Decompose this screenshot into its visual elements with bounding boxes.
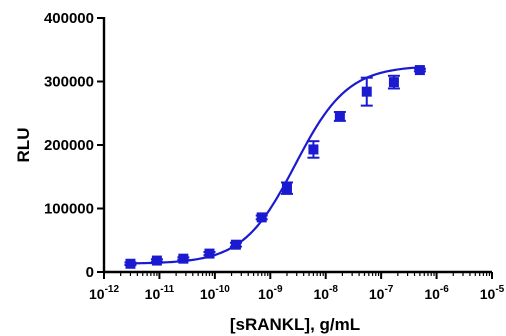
x-tick-label: 10-12	[89, 284, 119, 302]
x-axis-title: [sRANKL], g/mL	[230, 315, 360, 334]
data-point	[124, 258, 137, 269]
x-tick-label: 10-11	[145, 284, 175, 302]
data-point	[150, 255, 163, 266]
data-point	[280, 181, 293, 195]
y-tick-label: 100000	[44, 201, 94, 218]
square-marker	[388, 77, 399, 88]
square-marker	[178, 253, 189, 264]
square-marker	[204, 248, 215, 259]
data-point	[387, 74, 400, 90]
data-point	[307, 140, 320, 159]
square-marker	[334, 111, 345, 122]
y-tick-label: 200000	[44, 137, 94, 154]
x-tick-label: 10-8	[313, 284, 338, 302]
data-point	[333, 110, 346, 122]
data-point	[360, 76, 373, 107]
square-marker	[361, 86, 372, 97]
y-tick-label: 0	[86, 264, 94, 281]
data-point	[255, 212, 268, 223]
data-point	[203, 248, 216, 259]
x-tick-label: 10-7	[369, 284, 394, 302]
x-tick-label: 10-6	[424, 284, 449, 302]
x-tick-label: 10-10	[200, 284, 230, 302]
data-points-layer	[124, 65, 426, 269]
square-marker	[281, 183, 292, 194]
data-point	[413, 65, 426, 76]
y-tick-label: 400000	[44, 10, 94, 27]
fit-curve-layer	[130, 66, 420, 265]
square-marker	[308, 144, 319, 155]
y-axis: 0 100000 200000 300000 400000	[44, 10, 106, 281]
x-tick-label: 10-5	[480, 284, 505, 302]
data-point	[229, 239, 242, 250]
y-axis-title: RLU	[14, 128, 33, 163]
x-tick-label: 10-9	[258, 284, 283, 302]
square-marker	[256, 212, 267, 223]
square-marker	[151, 255, 162, 266]
square-marker	[230, 239, 241, 250]
square-marker	[125, 258, 136, 269]
y-tick-label: 300000	[44, 74, 94, 91]
data-point	[177, 253, 190, 264]
square-marker	[414, 65, 425, 76]
fit-curve	[130, 66, 420, 265]
x-axis: 10-12 10-11 10-10 10-9 10-8 10-7 10-6 10-5	[89, 270, 505, 302]
